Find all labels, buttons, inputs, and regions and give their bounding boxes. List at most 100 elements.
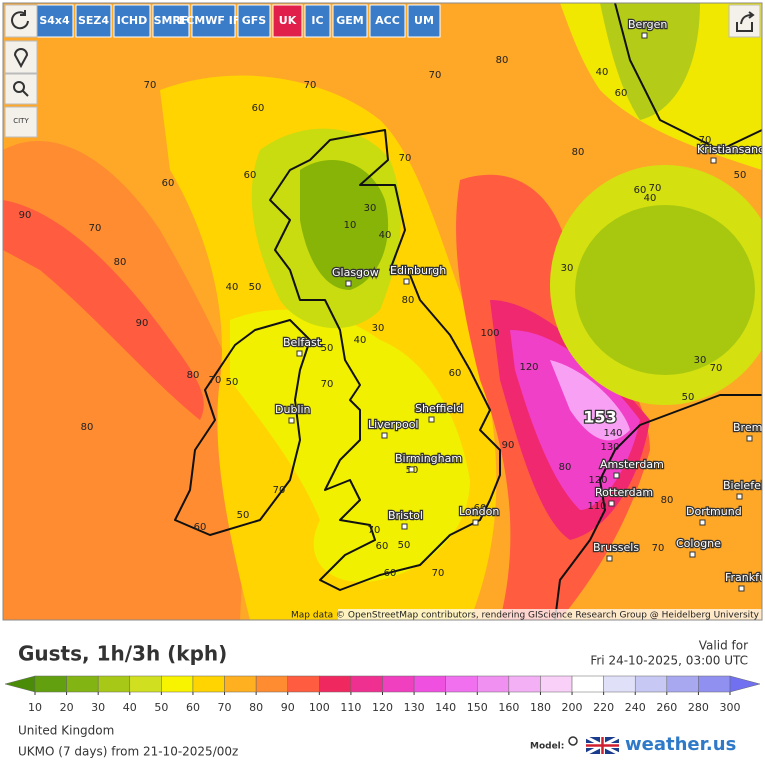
city-dot — [699, 519, 706, 526]
city-label: Edinburgh — [390, 264, 446, 277]
model-button[interactable] — [75, 4, 112, 38]
contour-label: 80 — [187, 370, 200, 381]
colorbar-segment — [571, 675, 604, 693]
model-button[interactable] — [332, 4, 368, 38]
city-label: Liverpool — [368, 418, 418, 431]
model-button[interactable] — [152, 4, 190, 38]
contour-label: 70 — [652, 543, 665, 554]
zoom-button[interactable] — [4, 73, 38, 105]
contour-label: 140 — [603, 428, 622, 439]
city-dot — [738, 585, 745, 592]
colorbar-tick-label: 120 — [372, 701, 393, 714]
contour-label: 50 — [398, 540, 411, 551]
model-button[interactable] — [272, 4, 303, 38]
contour-label: 120 — [588, 475, 607, 486]
colorbar-segment — [192, 675, 225, 693]
model-button[interactable] — [304, 4, 331, 38]
location-button[interactable] — [4, 40, 38, 74]
model-button[interactable] — [191, 4, 236, 38]
colorbar-tick-label: 80 — [249, 701, 263, 714]
wind-zone — [600, 3, 700, 120]
contour-label: 30 — [364, 203, 377, 214]
city-label: Frankfurt am Main — [725, 571, 765, 584]
contour-label: 40 — [644, 193, 657, 204]
model-button-label: SMRF — [154, 14, 189, 27]
model-button[interactable] — [113, 4, 151, 38]
uk-flag — [585, 735, 620, 756]
city-label: Cologne — [676, 537, 721, 550]
contour-label: 120 — [519, 362, 538, 373]
model-label: Model: — [530, 742, 564, 752]
model-button-label: UK — [279, 14, 297, 27]
city-label: Amsterdam — [600, 458, 664, 471]
model-button-label: ICHD — [117, 14, 148, 27]
colorbar-low-arrow — [4, 675, 36, 693]
colorbar-segment — [287, 675, 320, 693]
contour-label: 30 — [561, 263, 574, 274]
contour-label: 50 — [226, 377, 239, 388]
model-button-label: SEZ4 — [78, 14, 109, 27]
colorbar-segment — [413, 675, 446, 693]
contour-label: 60 — [162, 178, 175, 189]
colorbar-segment — [508, 675, 541, 693]
share-button[interactable] — [728, 4, 761, 38]
wind-zone — [575, 205, 755, 375]
city-dot — [606, 555, 613, 562]
region: United Kingdom — [18, 724, 114, 738]
contour-label: 30 — [694, 355, 707, 366]
colorbar-segment — [224, 675, 257, 693]
colorbar-segment — [161, 675, 194, 693]
model-button-label: UM — [414, 14, 434, 27]
city-label: Belfast — [283, 336, 322, 349]
contour-label: 50 — [237, 510, 250, 521]
colorbar-tick-label: 20 — [60, 701, 74, 714]
wind-zone — [3, 200, 204, 420]
wind-zone — [230, 309, 470, 582]
colorbar: 10 20 30 40 50 60 70 80 90 100 110 120 130 140 150 160 1… — [4, 675, 761, 714]
contour-label: 60 — [244, 170, 257, 181]
model-button-label: GEM — [336, 14, 364, 27]
contour-label: 70 — [399, 153, 412, 164]
refresh-button[interactable] — [4, 4, 38, 38]
city-label: Birmingham — [395, 452, 462, 465]
city-dot — [710, 157, 717, 164]
contour-label: 40 — [596, 67, 609, 78]
model-button[interactable] — [407, 4, 441, 38]
city-button-label: CITY — [13, 117, 29, 125]
contour-label: 30 — [372, 323, 385, 334]
city-dot — [296, 350, 303, 357]
contour-label: 90 — [502, 440, 515, 451]
contour-label: 70 — [209, 375, 222, 386]
contour-label: 50 — [321, 343, 334, 354]
city-label: Dortmund — [686, 505, 742, 518]
city-label: London — [459, 505, 499, 518]
legend-title: Gusts, 1h/3h (kph) — [18, 642, 227, 666]
city-label: Sheffield — [415, 402, 463, 415]
contour-label: 60 — [634, 185, 647, 196]
colorbar-segment — [97, 675, 131, 693]
city-label: Bristol — [388, 509, 423, 522]
city-button[interactable] — [4, 106, 38, 138]
model-button[interactable] — [369, 4, 406, 38]
city-label: Dublin — [275, 403, 311, 416]
model-button-label: IC — [311, 14, 323, 27]
model-button[interactable] — [237, 4, 271, 38]
colorbar-tick-label: 110 — [340, 701, 361, 714]
colorbar-tick-label: 280 — [688, 701, 709, 714]
contour-label: 70 — [321, 379, 334, 390]
contour-label: 70 — [429, 70, 442, 81]
colorbar-tick-label: 130 — [404, 701, 425, 714]
colorbar-segment — [34, 675, 67, 693]
contour-label: 70 — [699, 135, 712, 146]
attribution-bg — [338, 609, 762, 620]
city-dot — [345, 280, 352, 287]
contour-label: 80 — [114, 257, 127, 268]
share-icon — [736, 11, 755, 32]
colorbar-tick-label: 200 — [562, 701, 583, 714]
contour-label: 80 — [572, 147, 585, 158]
contour-label: 50 — [682, 392, 695, 403]
colorbar-high-arrow — [729, 675, 761, 693]
colorbar-tick-label: 10 — [28, 701, 42, 714]
